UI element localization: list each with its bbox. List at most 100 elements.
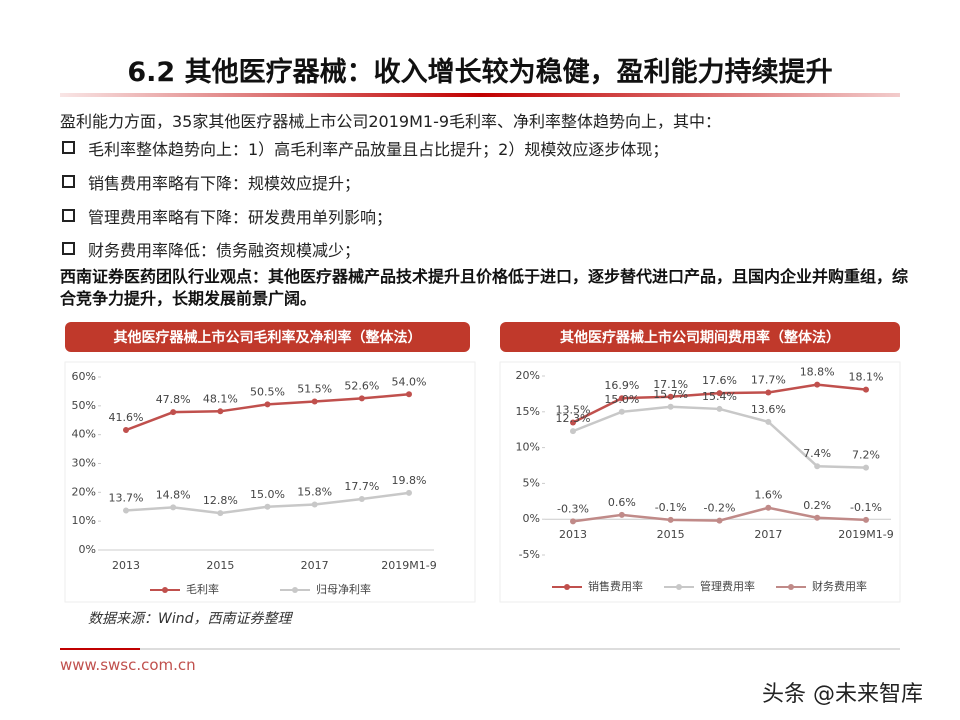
point: [170, 409, 177, 416]
point: [358, 395, 365, 402]
bullet: 管理费用率略有下降：研发费用单列影响；: [88, 208, 393, 227]
value-label: 15.8%: [297, 485, 332, 498]
value-label: 18.1%: [849, 371, 884, 384]
point: [863, 464, 869, 471]
footer-accent: [60, 648, 140, 650]
y-tick-label: 15%: [516, 405, 540, 418]
value-label: -0.1%: [655, 501, 687, 514]
x-tick-label: 2013: [559, 528, 587, 541]
value-label: 48.1%: [203, 392, 238, 405]
legend-marker: [564, 584, 570, 590]
y-tick-label: 20%: [516, 369, 540, 382]
value-label: 47.8%: [156, 393, 191, 406]
bullet-box: [62, 141, 75, 154]
value-label: 14.8%: [156, 488, 191, 501]
bullet-box: [62, 209, 75, 222]
point: [406, 391, 412, 398]
footer-rule: [60, 648, 900, 650]
legend-label: 归母净利率: [316, 582, 371, 596]
value-label: 13.5%: [556, 404, 591, 417]
footer-url: www.swsc.com.cn: [60, 656, 196, 674]
chart-banner: [500, 322, 900, 352]
value-label: 13.6%: [751, 403, 786, 416]
legend-marker: [162, 587, 168, 593]
value-label: 17.7%: [751, 373, 786, 386]
x-tick-label: 2017: [754, 528, 782, 541]
point: [217, 510, 224, 517]
value-label: 50.5%: [250, 385, 285, 398]
legend-label: 毛利率: [186, 582, 219, 596]
y-tick-label: 20%: [72, 485, 96, 498]
point: [406, 489, 412, 496]
value-label: 12.8%: [203, 494, 238, 507]
x-tick-label: 2013: [112, 559, 140, 572]
chart-panel: [64, 361, 476, 603]
bullet-box: [62, 175, 75, 188]
point: [863, 386, 869, 393]
y-tick-label: 40%: [72, 428, 96, 441]
point: [765, 504, 772, 511]
legend-label: 销售费用率: [588, 579, 643, 593]
value-label: 52.6%: [344, 379, 379, 392]
y-tick-label: -5%: [519, 548, 540, 561]
x-tick-label: 2015: [206, 559, 234, 572]
value-label: 15.0%: [604, 393, 639, 406]
y-tick-label: 60%: [72, 370, 96, 383]
point: [863, 516, 869, 523]
chart-panel: [499, 361, 901, 603]
y-tick-label: 30%: [72, 457, 96, 470]
value-label: 16.9%: [604, 379, 639, 392]
x-tick-label: 2015: [657, 528, 685, 541]
value-label: 18.8%: [800, 366, 835, 379]
legend-label: 财务费用率: [812, 579, 867, 593]
point: [814, 381, 821, 388]
bullet: 毛利率整体趋势向上：1）高毛利率产品放量且占比提升；2）规模效应逐步体现；: [88, 140, 669, 159]
source: 数据来源：Wind，西南证券整理: [88, 611, 292, 627]
point: [358, 495, 365, 502]
bullet-box: [62, 242, 75, 255]
value-label: -0.3%: [557, 502, 589, 515]
industry-view: 西南证券医药团队行业观点：其他医疗器械产品技术提升且价格低于进口，逐步替代进口产…: [60, 267, 909, 308]
y-tick-label: 10%: [72, 514, 96, 527]
value-label: 0.2%: [803, 499, 831, 512]
point: [814, 514, 821, 521]
point: [765, 418, 772, 425]
value-label: 12.3%: [556, 412, 591, 425]
y-tick-label: 0%: [79, 543, 96, 556]
point: [618, 408, 625, 415]
point: [217, 408, 224, 415]
value-label: 13.7%: [109, 491, 144, 504]
legend-marker: [788, 584, 794, 590]
point: [570, 428, 576, 435]
value-label: 19.8%: [392, 474, 427, 487]
point: [170, 504, 177, 511]
y-tick-label: 5%: [523, 476, 540, 489]
chart-title: 其他医疗器械上市公司期间费用率（整体法）: [560, 329, 840, 346]
legend-marker: [292, 587, 298, 593]
x-tick-label: 2019M1-9: [838, 528, 893, 541]
x-tick-label: 2017: [301, 559, 329, 572]
watermark: 头条 @未来智库: [762, 682, 923, 707]
point: [264, 401, 271, 408]
x-tick-label: 2019M1-9: [381, 559, 436, 572]
chart-title: 其他医疗器械上市公司毛利率及净利率（整体法）: [114, 329, 422, 346]
bullet: 销售费用率略有下降：规模效应提升；: [88, 174, 361, 193]
point: [123, 507, 129, 514]
point: [311, 501, 318, 508]
y-tick-label: 50%: [72, 399, 96, 412]
point: [618, 395, 625, 402]
value-label: 51.5%: [297, 383, 332, 396]
point: [570, 419, 576, 426]
slide-title: 6.2 其他医疗器械：收入增长较为稳健，盈利能力持续提升: [127, 57, 833, 88]
value-label: 7.4%: [803, 447, 831, 460]
legend-label: 管理费用率: [700, 579, 755, 593]
value-label: -0.2%: [704, 502, 736, 515]
value-label: 54.0%: [392, 375, 427, 388]
title-rule: [60, 93, 900, 97]
value-label: -0.1%: [850, 501, 882, 514]
value-label: 7.2%: [852, 449, 880, 462]
value-label: 17.6%: [702, 374, 737, 387]
point: [765, 389, 772, 396]
